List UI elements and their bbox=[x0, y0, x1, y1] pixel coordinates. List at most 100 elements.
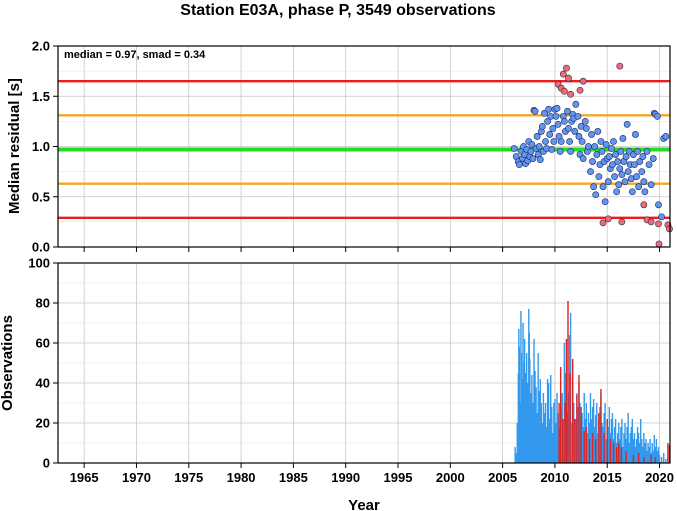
observation-bar bbox=[552, 433, 554, 463]
residual-point bbox=[574, 112, 582, 120]
observation-bar bbox=[660, 457, 663, 463]
observation-bar bbox=[523, 339, 526, 463]
observation-bar bbox=[641, 439, 643, 463]
observation-bar bbox=[648, 447, 650, 463]
outlier-bar bbox=[595, 439, 597, 463]
y-tick-label: 20 bbox=[36, 416, 50, 431]
observation-bar bbox=[651, 443, 653, 463]
residual-point bbox=[591, 143, 599, 150]
y-tick-label: 0 bbox=[43, 456, 50, 471]
residual-point bbox=[578, 138, 586, 145]
y-tick-label: 80 bbox=[36, 296, 50, 311]
observation-bar bbox=[665, 459, 667, 463]
observation-bar bbox=[621, 419, 623, 463]
observation-bar bbox=[532, 403, 534, 463]
residual-point bbox=[604, 178, 612, 186]
observation-bar bbox=[599, 407, 601, 463]
outlier-point bbox=[604, 215, 612, 223]
outlier-point bbox=[616, 62, 624, 70]
observation-bar bbox=[616, 433, 619, 463]
residual-point bbox=[535, 143, 543, 150]
outlier-bar bbox=[569, 373, 571, 463]
residual-point bbox=[541, 109, 548, 117]
observation-bar bbox=[622, 447, 624, 463]
observation-bar bbox=[655, 439, 658, 463]
observation-bar bbox=[607, 427, 609, 463]
observation-bar bbox=[543, 413, 546, 463]
residual-point bbox=[610, 138, 617, 145]
observation-bar bbox=[631, 419, 634, 463]
residual-point bbox=[617, 148, 625, 155]
observation-bar bbox=[623, 433, 625, 463]
observation-bar bbox=[646, 451, 648, 463]
y-tick-label: 60 bbox=[36, 336, 50, 351]
observation-bar bbox=[604, 403, 606, 463]
y-tick-label: 0.0 bbox=[32, 240, 50, 255]
observation-bar bbox=[557, 413, 559, 463]
residual-point bbox=[557, 138, 565, 145]
residual-point bbox=[564, 107, 571, 115]
observation-bar bbox=[583, 393, 585, 463]
observation-bar bbox=[545, 427, 548, 463]
residual-point bbox=[643, 148, 651, 155]
outlier-bar bbox=[598, 413, 600, 463]
outlier-bar bbox=[576, 395, 578, 463]
observation-bar bbox=[614, 419, 617, 463]
residual-point bbox=[616, 165, 624, 173]
observation-bar bbox=[627, 413, 629, 463]
observation-bar bbox=[642, 447, 644, 463]
outlier-bar bbox=[603, 433, 605, 463]
outlier-bar bbox=[562, 419, 564, 463]
residual-point bbox=[631, 161, 638, 168]
outlier-bar bbox=[580, 407, 582, 463]
observation-bar bbox=[601, 423, 603, 463]
observation-bar bbox=[550, 375, 552, 463]
y-tick-label: 40 bbox=[36, 376, 50, 391]
residual-point bbox=[546, 131, 554, 138]
observation-bar bbox=[653, 435, 656, 463]
outlier-point bbox=[599, 219, 607, 227]
observation-bar bbox=[629, 433, 631, 463]
observation-bar bbox=[597, 433, 599, 463]
y-tick-label: 100 bbox=[28, 256, 50, 271]
residual-point bbox=[528, 141, 536, 148]
observations-y-axis-label: Observations bbox=[0, 315, 16, 411]
residual-point bbox=[598, 148, 606, 155]
observation-bar bbox=[516, 423, 518, 463]
chart-title: Station E03A, phase P, 3549 observations bbox=[180, 2, 495, 19]
residual-point bbox=[622, 153, 630, 160]
outlier-bar bbox=[591, 433, 594, 463]
outlier-bar bbox=[609, 439, 612, 463]
observation-bar bbox=[658, 455, 661, 463]
residual-point bbox=[565, 125, 572, 132]
residual-point bbox=[533, 133, 541, 140]
outlier-bar bbox=[588, 439, 591, 463]
residual-point bbox=[639, 153, 647, 160]
observation-bar bbox=[525, 353, 528, 463]
observation-bar bbox=[613, 427, 616, 463]
observation-bar bbox=[596, 403, 598, 463]
residual-point bbox=[527, 148, 535, 155]
observation-bar bbox=[518, 347, 521, 463]
outlier-bar bbox=[618, 443, 620, 463]
outlier-bar bbox=[600, 389, 602, 463]
observation-bar bbox=[652, 451, 654, 463]
residual-point bbox=[595, 173, 603, 181]
observation-bar bbox=[640, 419, 642, 463]
observation-bar bbox=[546, 379, 549, 463]
residual-point bbox=[549, 125, 557, 132]
x-tick-label: 1965 bbox=[70, 470, 99, 485]
observation-bar bbox=[654, 447, 657, 463]
observation-bar bbox=[551, 407, 553, 463]
observation-bar bbox=[608, 407, 611, 463]
observation-bar bbox=[554, 399, 556, 463]
residual-point bbox=[618, 171, 626, 179]
x-tick-label: 1985 bbox=[279, 470, 308, 485]
observation-bar bbox=[605, 439, 607, 463]
observation-bar bbox=[540, 403, 543, 463]
x-tick-label: 1970 bbox=[122, 470, 151, 485]
x-tick-label: 2015 bbox=[593, 470, 622, 485]
outlier-bar bbox=[615, 447, 618, 463]
observation-bar bbox=[628, 443, 630, 463]
residual-point bbox=[628, 188, 636, 196]
